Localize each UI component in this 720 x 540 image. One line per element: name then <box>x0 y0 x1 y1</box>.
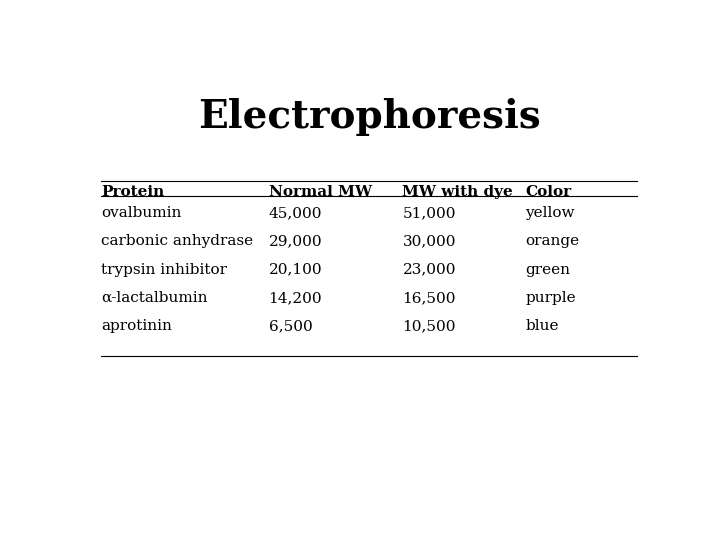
Text: Electrophoresis: Electrophoresis <box>197 98 541 136</box>
Text: Color: Color <box>526 185 572 199</box>
Text: aprotinin: aprotinin <box>101 319 172 333</box>
Text: MW with dye: MW with dye <box>402 185 513 199</box>
Text: yellow: yellow <box>526 206 575 220</box>
Text: purple: purple <box>526 291 576 305</box>
Text: 45,000: 45,000 <box>269 206 322 220</box>
Text: 16,500: 16,500 <box>402 291 456 305</box>
Text: blue: blue <box>526 319 559 333</box>
Text: carbonic anhydrase: carbonic anhydrase <box>101 234 253 248</box>
Text: ovalbumin: ovalbumin <box>101 206 181 220</box>
Text: 6,500: 6,500 <box>269 319 312 333</box>
Text: 10,500: 10,500 <box>402 319 456 333</box>
Text: trypsin inhibitor: trypsin inhibitor <box>101 263 228 276</box>
Text: orange: orange <box>526 234 580 248</box>
Text: Normal MW: Normal MW <box>269 185 372 199</box>
Text: 51,000: 51,000 <box>402 206 456 220</box>
Text: 20,100: 20,100 <box>269 263 322 276</box>
Text: 23,000: 23,000 <box>402 263 456 276</box>
Text: 14,200: 14,200 <box>269 291 322 305</box>
Text: green: green <box>526 263 570 276</box>
Text: Protein: Protein <box>101 185 164 199</box>
Text: 29,000: 29,000 <box>269 234 322 248</box>
Text: 30,000: 30,000 <box>402 234 456 248</box>
Text: α-lactalbumin: α-lactalbumin <box>101 291 207 305</box>
